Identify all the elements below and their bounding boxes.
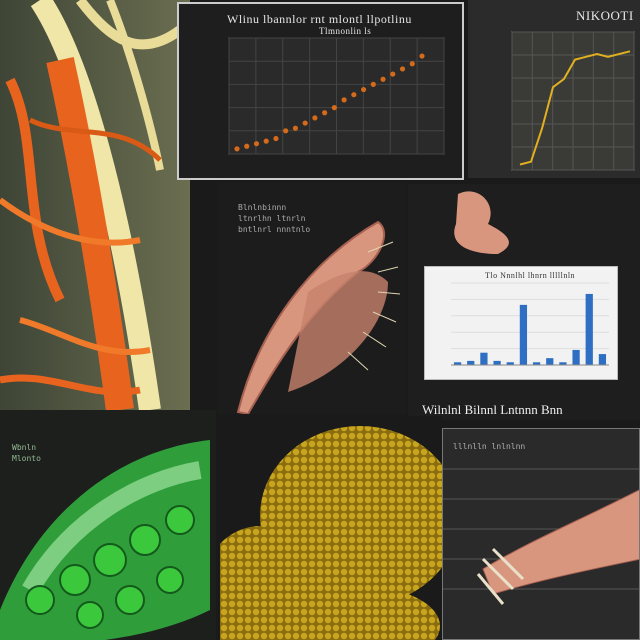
bar-chart-panel: Tlo Nnnlhl lhnrn lllllnln Wilnlnl Bilnnl…: [408, 184, 640, 420]
bar-chart-frame: Tlo Nnnlhl lhnrn lllllnln: [424, 266, 618, 380]
green-organ-illustration: [0, 410, 216, 640]
bar-chart-caption: Wilnlnl Bilnnl Lntnnn Bnn: [422, 402, 563, 418]
skeletal-panel: lllnlln lnlnlnn: [442, 428, 640, 640]
scatter-point: [351, 92, 356, 97]
scatter-point: [293, 126, 298, 131]
gold-panel-notes: [228, 426, 238, 448]
bar: [520, 305, 527, 365]
scatter-point: [283, 128, 288, 133]
scatter-point: [273, 136, 278, 141]
bar: [546, 358, 553, 365]
scatter-point: [410, 61, 415, 66]
scatter-point: [361, 87, 366, 92]
bar-chart: [425, 267, 617, 379]
scatter-point: [254, 141, 259, 146]
scatter-point: [380, 77, 385, 82]
scatter-point: [419, 53, 424, 58]
skeletal-illustration: [443, 429, 640, 640]
bar: [599, 354, 606, 365]
bar: [493, 361, 500, 365]
scatter-point: [400, 66, 405, 71]
scatter-point: [390, 71, 395, 76]
vascular-illustration: [0, 0, 190, 410]
specimen-panel: Blnlnbinnn ltnrlhn ltnrln bntlnrl nnntnl…: [218, 182, 406, 414]
line-chart: [468, 0, 640, 178]
scatter-point: [303, 120, 308, 125]
bar: [480, 353, 487, 365]
scatter-point: [322, 110, 327, 115]
scatter-point: [264, 139, 269, 144]
scatter-point: [244, 144, 249, 149]
gold-texture-panel: [220, 416, 442, 640]
gold-texture-illustration: [220, 416, 442, 640]
bar: [586, 294, 593, 365]
specimen-illustration: [218, 182, 406, 414]
scatter-point: [342, 97, 347, 102]
scatter-point: [234, 146, 239, 151]
bar: [467, 361, 474, 365]
scatter-point: [371, 82, 376, 87]
bar: [572, 350, 579, 365]
vascular-illustration-panel: [0, 0, 190, 410]
line-chart-panel: NIKOOTI: [468, 0, 640, 178]
green-organ-panel: Wbnln Mlonto: [0, 410, 216, 640]
scatter-chart: [179, 4, 462, 178]
scatter-chart-panel: Wlinu lbannlor rnt mlontl llpotlinu Tlmn…: [177, 2, 464, 180]
scatter-point: [312, 115, 317, 120]
scatter-point: [332, 105, 337, 110]
